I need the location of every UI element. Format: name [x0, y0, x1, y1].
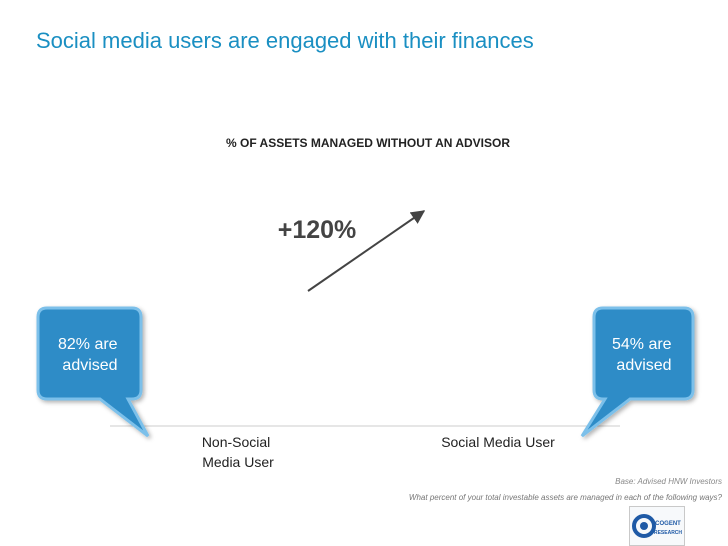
callout-left: [36, 306, 150, 438]
footer-strip: [0, 505, 728, 546]
bar-0: [193, 379, 283, 426]
callout-right-text: 54% are advised: [612, 336, 676, 374]
footnote-question: What percent of your total investable as…: [409, 493, 723, 502]
logo-mark-icon: [632, 514, 656, 538]
x-tick-label-non-social: Non-Social Media User: [202, 434, 274, 470]
callout-line: advised: [62, 357, 117, 374]
callout-line: 54% are: [612, 336, 672, 353]
increase-arrow: [307, 210, 426, 292]
callout-left-text: 82% are advised: [58, 336, 122, 374]
bar-1: [453, 306, 543, 426]
callout-line: advised: [616, 357, 671, 374]
callout-right: [580, 306, 695, 438]
x-tick-label-line: Non-Social: [202, 434, 270, 450]
x-tick-label-line: Media User: [202, 454, 274, 470]
x-tick-label-social: Social Media User: [441, 434, 555, 450]
logo-mark-center: [640, 522, 648, 530]
footnote-base: Base: Advised HNW Investors: [615, 477, 722, 486]
logo-word-bottom: RESEARCH: [654, 530, 682, 536]
change-label: +120%: [278, 216, 357, 244]
callout-bubble: [36, 306, 150, 438]
callout-bubble: [580, 306, 695, 438]
slide-title: Social media users are engaged with thei…: [36, 28, 534, 53]
company-logo: COGENT RESEARCH: [629, 506, 685, 546]
bars-layer: [193, 306, 543, 426]
chart-title: % OF ASSETS MANAGED WITHOUT AN ADVISOR: [226, 136, 510, 150]
logo-word-top: COGENT: [655, 521, 681, 527]
callout-line: 82% are: [58, 336, 118, 353]
